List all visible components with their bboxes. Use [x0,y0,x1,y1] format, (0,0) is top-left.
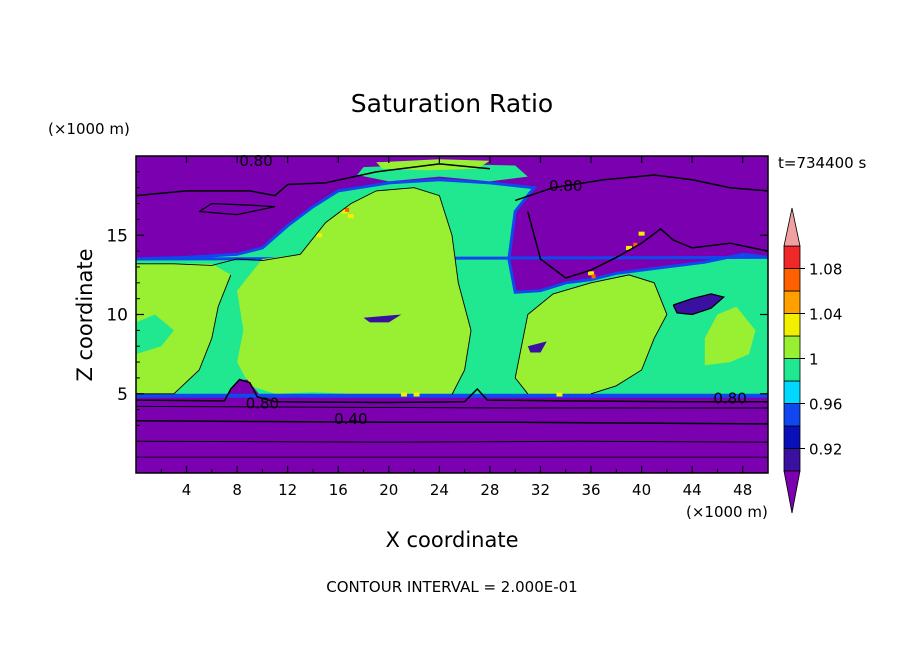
contour-080-lower [136,378,768,404]
colorbar: 0.92 0.96 1 1.04 1.08 [783,207,842,514]
field-dry-pocket-left [363,314,402,323]
field-supersaturated-dot [591,274,596,279]
colorbar-segment [783,425,801,449]
y-tick-label: 15 [106,226,128,246]
y-tick-label: 10 [106,306,128,326]
x-tick-label: 16 [329,481,348,499]
x-tick-label: 20 [379,481,398,499]
field-dry-pocket-center [527,341,547,353]
field-saturated-center [237,187,471,396]
contour-label: 0.80 [239,152,272,170]
y-ticks: 5 10 15 [106,171,768,458]
x-tick-label: 24 [430,481,449,499]
y-unit-label: (×1000 m) [48,120,130,138]
colorbar-tick-label: 1 [809,351,819,369]
contour-label: 0.40 [334,410,367,428]
field-dry-pocket-right [673,293,724,315]
field-supersaturated-speck [625,245,632,250]
x-tick-label: 48 [733,481,752,499]
field-supersaturated-speck [347,214,354,219]
colorbar-segment [783,335,801,359]
contour-080-pocket [198,202,276,216]
field-saturated-left [136,263,231,394]
contour-100-left [136,274,232,395]
colorbar-segment [783,380,801,404]
x-tick-label: 8 [232,481,242,499]
contour-040 [136,419,768,425]
field-saturated-far-right [704,306,756,366]
contour-label: 0.80 [246,394,279,412]
field-supersaturated-speck [588,271,595,276]
field-supersaturated-speck [400,392,407,397]
colorbar-over-triangle [783,207,801,247]
colorbar-segment [783,403,801,427]
field-supersaturated-speck [316,233,323,238]
y-tick-label: 5 [117,385,128,405]
contour-090-pocket [672,293,726,316]
contour-100-right [514,274,668,395]
contour-080-upper [136,163,490,197]
contour-100-center [136,187,472,395]
contour-060 [136,405,768,409]
contour-interval-footer: CONTOUR INTERVAL = 2.000E-01 [326,578,577,596]
time-label: t=734400 s [778,154,866,172]
field-supersaturated-dot [345,207,350,212]
colorbar-segment [783,290,801,314]
contour-080-upper-right [514,174,768,202]
contour-080-trough [527,211,768,279]
field-blue-boundary [136,178,768,294]
contour-lines [136,163,768,458]
field-saturated-right [515,274,667,394]
colorbar-segment [783,245,801,269]
field-supersaturated-dot [633,242,638,247]
contour-label: 0.80 [713,390,746,408]
colorbar-tick-label: 1.08 [809,261,842,279]
y-axis-label: Z coordinate [73,248,97,381]
contour-020 [136,440,768,443]
colorbar-tick-label: 0.96 [809,396,842,414]
field-supersaturated-speck [556,392,563,397]
x-tick-label: 36 [581,481,600,499]
colorbar-segment [783,358,801,382]
x-tick-label: 44 [683,481,702,499]
x-unit-label: (×1000 m) [686,503,768,521]
contour-label: 0.80 [549,177,582,195]
field-supersaturated-speck [341,209,348,214]
colorbar-segment [783,268,801,292]
colorbar-under-triangle [783,470,801,514]
x-ticks: 4 8 12 16 20 24 28 32 36 40 44 48 [160,156,752,499]
colorbar-segment [783,313,801,337]
x-tick-label: 40 [632,481,651,499]
saturation-field [136,156,768,473]
chart-title: Saturation Ratio [351,89,553,118]
field-supersaturated-speck [413,392,420,397]
colorbar-tick-label: 0.92 [809,441,842,459]
field-surface-blue-strip [136,393,768,398]
contour-labels: 0.80 0.40 0.80 0.80 0.80 [239,152,746,428]
x-tick-label: 12 [278,481,297,499]
field-supersaturated-speck [638,231,645,236]
field-cyan-patch-left [136,314,174,355]
x-tick-label: 4 [182,481,192,499]
x-tick-label: 32 [531,481,550,499]
colorbar-tick-label: 1.04 [809,306,842,324]
x-axis-label: X coordinate [385,528,518,552]
colorbar-segment [783,448,801,472]
x-tick-label: 28 [480,481,499,499]
